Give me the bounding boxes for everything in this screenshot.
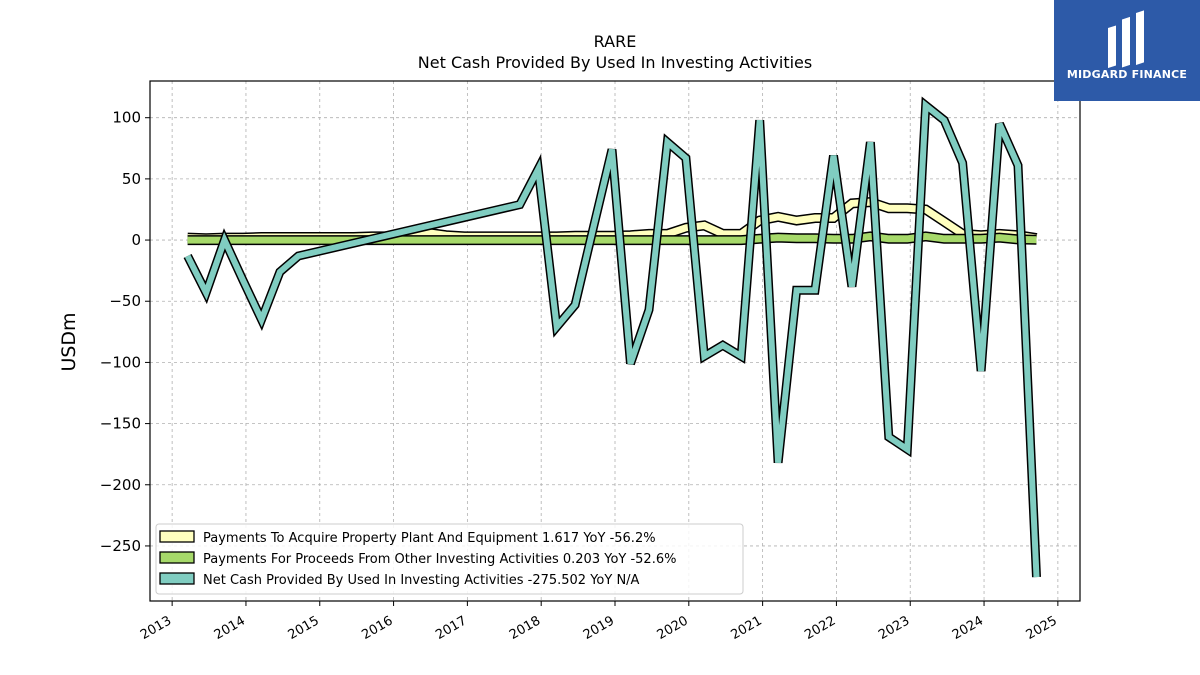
y-tick-label: 100 xyxy=(112,109,141,127)
legend-box xyxy=(155,523,744,595)
legend-swatch xyxy=(159,572,195,585)
x-tick-label: 2022 xyxy=(802,613,838,643)
y-tick-label: −200 xyxy=(100,476,141,494)
y-tick-label: −250 xyxy=(100,537,141,555)
x-axis: 2013 2014 2015 2016 2017 2018 2019 2020 2021 2022… xyxy=(138,601,1060,643)
chart-title: RARE xyxy=(594,32,637,51)
x-tick-label: 2018 xyxy=(507,613,543,643)
y-tick-label: −50 xyxy=(109,292,141,310)
x-tick-label: 2025 xyxy=(1024,613,1060,643)
legend: Payments To Acquire Property Plant And E… xyxy=(155,523,744,595)
x-tick-label: 2019 xyxy=(581,613,617,643)
brand-name: MIDGARD FINANCE xyxy=(1066,68,1188,81)
series-line-1 xyxy=(187,232,1037,244)
x-tick-label: 2024 xyxy=(950,613,986,643)
brand-mark-icon xyxy=(1108,10,1144,68)
legend-entry: Payments For Proceeds From Other Investi… xyxy=(203,552,676,567)
x-tick-label: 2015 xyxy=(286,613,322,643)
y-axis-label: USDm xyxy=(58,312,80,371)
series-line-2 xyxy=(184,99,1040,578)
chart-subtitle: Net Cash Provided By Used In Investing A… xyxy=(418,53,812,72)
x-tick-label: 2021 xyxy=(728,613,764,643)
x-tick-label: 2017 xyxy=(433,613,469,643)
y-tick-label: 0 xyxy=(131,231,141,249)
y-axis: 100 50 0 −50 −100 −150 −200 −250 xyxy=(100,109,150,555)
series-layer xyxy=(183,96,1041,578)
x-tick-label: 2016 xyxy=(359,613,395,643)
y-tick-label: −100 xyxy=(100,353,141,371)
legend-swatch xyxy=(159,530,195,543)
x-tick-label: 2014 xyxy=(212,613,248,643)
x-tick-label: 2023 xyxy=(876,613,912,643)
x-tick-label: 2020 xyxy=(655,613,691,643)
brand-logo: MIDGARD FINANCE xyxy=(1054,0,1200,101)
x-tick-label: 2013 xyxy=(138,613,174,643)
legend-entry: Payments To Acquire Property Plant And E… xyxy=(203,531,656,546)
y-tick-label: 50 xyxy=(122,170,141,188)
legend-swatch xyxy=(159,551,195,564)
y-tick-label: −150 xyxy=(100,415,141,433)
legend-entry: Net Cash Provided By Used In Investing A… xyxy=(203,573,640,588)
